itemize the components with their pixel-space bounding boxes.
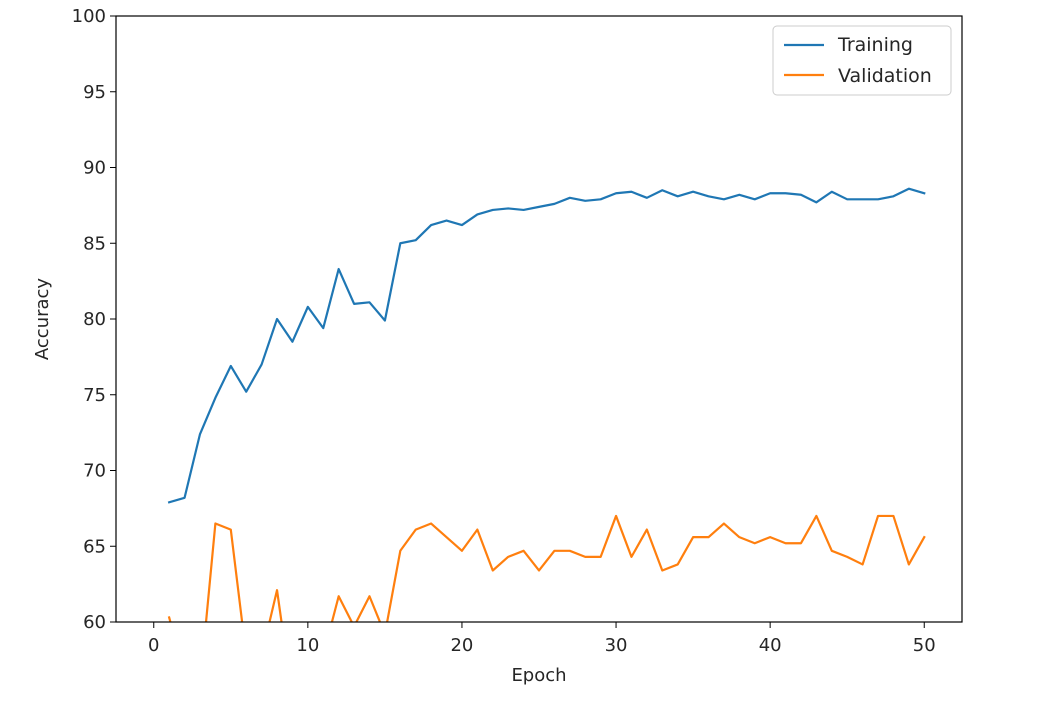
legend-label-training: Training bbox=[837, 34, 913, 56]
y-tick-label: 65 bbox=[83, 536, 106, 557]
y-tick-label: 95 bbox=[83, 82, 106, 103]
x-tick-label: 20 bbox=[450, 635, 473, 656]
y-axis: 60 65 70 75 80 85 90 95 100 bbox=[72, 6, 116, 633]
plot-frame bbox=[115, 15, 963, 623]
y-tick-label: 90 bbox=[83, 158, 106, 179]
y-tick-label: 100 bbox=[72, 6, 106, 27]
y-tick-label: 85 bbox=[83, 233, 106, 254]
x-axis: 0 10 20 30 40 50 bbox=[148, 622, 936, 656]
y-tick-label: 75 bbox=[83, 385, 106, 406]
y-axis-label: Accuracy bbox=[32, 278, 53, 361]
x-axis-label: Epoch bbox=[511, 665, 566, 686]
x-tick-label: 50 bbox=[913, 635, 936, 656]
x-tick-label: 10 bbox=[296, 635, 319, 656]
series-line-validation bbox=[167, 514, 926, 622]
legend-frame bbox=[772, 25, 952, 96]
x-tick-label: 30 bbox=[605, 635, 628, 656]
y-tick-label: 60 bbox=[83, 612, 106, 633]
x-tick-label: 40 bbox=[759, 635, 782, 656]
series-layer bbox=[167, 187, 926, 622]
y-tick-label: 70 bbox=[83, 461, 106, 482]
legend-label-validation: Validation bbox=[838, 65, 932, 87]
series-line-training bbox=[167, 187, 926, 504]
x-tick-label: 0 bbox=[148, 635, 159, 656]
legend: Training Validation bbox=[772, 25, 952, 96]
y-tick-label: 80 bbox=[83, 309, 106, 330]
